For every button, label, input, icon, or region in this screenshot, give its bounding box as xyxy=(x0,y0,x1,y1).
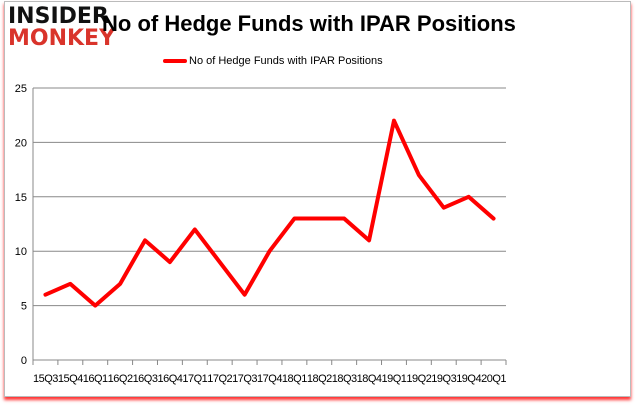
y-tick-label: 15 xyxy=(15,192,27,204)
x-tick-label: 17Q3 xyxy=(232,373,257,385)
x-tick-label: 19Q4 xyxy=(456,373,481,385)
x-tick-label: 20Q1 xyxy=(481,373,506,385)
x-tick-label: 17Q2 xyxy=(207,373,232,385)
insider-monkey-logo: INSIDER MONKEY xyxy=(8,6,115,50)
chart-frame xyxy=(4,1,631,397)
series-line xyxy=(43,118,496,308)
y-tick-label: 10 xyxy=(15,246,27,258)
x-tick-label: 16Q4 xyxy=(157,373,182,385)
x-tick-label: 15Q4 xyxy=(58,373,83,385)
data-point xyxy=(317,217,321,221)
data-point xyxy=(143,238,147,242)
data-point xyxy=(367,238,371,242)
data-point xyxy=(492,217,496,221)
data-point xyxy=(292,217,296,221)
logo-line2: MONKEY xyxy=(8,26,116,51)
y-tick-label: 20 xyxy=(15,137,27,149)
x-tick-label: 16Q3 xyxy=(133,373,158,385)
x-tick-label: 16Q1 xyxy=(83,373,108,385)
data-point xyxy=(193,227,197,231)
data-point xyxy=(342,217,346,221)
y-tick-label: 0 xyxy=(21,355,27,367)
x-tick-label: 15Q3 xyxy=(33,373,58,385)
x-tick-label: 16Q2 xyxy=(108,373,133,385)
x-tick-label: 17Q4 xyxy=(257,373,282,385)
data-point xyxy=(68,282,72,286)
data-point xyxy=(268,249,271,253)
x-tick-label: 19Q3 xyxy=(431,373,456,385)
y-tick-label: 5 xyxy=(21,301,27,313)
data-point xyxy=(417,173,421,177)
x-tick-label: 18Q2 xyxy=(307,373,332,385)
data-point xyxy=(168,260,172,264)
x-tick-label: 17Q1 xyxy=(182,373,207,385)
data-point xyxy=(93,304,97,308)
y-tick-label: 25 xyxy=(15,83,27,95)
data-point xyxy=(392,119,396,123)
x-tick-label: 18Q4 xyxy=(357,373,382,385)
data-point xyxy=(243,293,247,297)
data-point xyxy=(442,206,446,210)
logo-line1: INSIDER xyxy=(8,4,109,29)
legend-swatch xyxy=(163,59,187,63)
x-tick-label: 18Q1 xyxy=(282,373,307,385)
x-tick-label: 19Q1 xyxy=(382,373,407,385)
data-point xyxy=(118,282,122,286)
legend: No of Hedge Funds with IPAR Positions xyxy=(163,55,383,67)
data-point xyxy=(43,293,47,297)
chart-title: No of Hedge Funds with IPAR Positions xyxy=(102,11,516,36)
x-tick-label: 19Q2 xyxy=(406,373,431,385)
legend-label: No of Hedge Funds with IPAR Positions xyxy=(189,55,383,67)
data-point xyxy=(467,195,471,199)
x-tick-label: 18Q3 xyxy=(332,373,357,385)
data-point xyxy=(218,260,222,264)
